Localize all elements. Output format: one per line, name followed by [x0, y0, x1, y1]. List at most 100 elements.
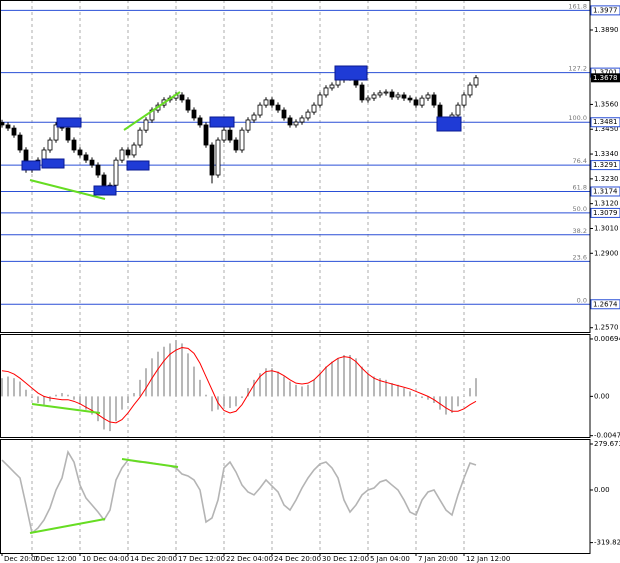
candle-body — [317, 94, 323, 106]
macd-bar — [31, 396, 33, 399]
marker-box — [93, 185, 117, 196]
macd-bar — [175, 340, 177, 397]
candle-body — [275, 104, 281, 111]
macd-bar — [439, 396, 441, 410]
candle-body — [245, 119, 251, 131]
candle-body — [425, 94, 431, 99]
candle-body — [137, 129, 143, 146]
candle-body — [53, 124, 59, 141]
candle-body — [77, 149, 83, 156]
macd-bar — [319, 373, 321, 397]
macd-bar — [223, 396, 225, 407]
macd-bar — [349, 355, 351, 397]
y-tick-label: 1.3120 — [594, 200, 619, 208]
level-price-box — [590, 186, 620, 197]
annotations — [21, 65, 462, 534]
macd-bar — [145, 368, 147, 397]
macd-bar — [427, 396, 429, 400]
macd-bar — [97, 396, 99, 422]
macd-bar — [415, 394, 417, 397]
x-tick-label: 22 Dec 04:00 — [226, 555, 273, 563]
level-price-label: 1.3079 — [593, 209, 618, 217]
level-price-label: 1.3291 — [593, 161, 618, 169]
macd-bar — [313, 379, 315, 397]
candle-body — [335, 79, 341, 86]
candle-body — [467, 84, 473, 96]
y-tick-label: 0.00 — [594, 392, 610, 400]
fib-level-name: 76.4 — [573, 157, 587, 165]
candle-body — [11, 127, 17, 136]
macd-bar — [181, 343, 183, 397]
y-tick-label: 1.3560 — [594, 100, 619, 108]
fib-level-name: 61.8 — [573, 183, 587, 191]
macd-bar — [121, 396, 123, 410]
x-tick-label: 17 Dec 12:00 — [178, 555, 225, 563]
macd-bar — [331, 361, 333, 397]
divergence-line — [29, 179, 106, 200]
candle-body — [293, 121, 299, 126]
macd-bar — [37, 396, 39, 403]
x-tick-label: Dec 20:00 — [4, 555, 40, 563]
y-tick-label: 1.3010 — [594, 224, 619, 232]
x-tick-label: 24 Dec 20:00 — [274, 555, 321, 563]
marker-box — [209, 116, 235, 128]
candle-body — [269, 99, 275, 106]
macd-bar — [49, 396, 51, 402]
macd-bar — [259, 373, 261, 397]
marker-box — [56, 117, 82, 128]
macd-bar — [391, 383, 393, 397]
y-tick-label: 1.2900 — [594, 249, 619, 257]
macd-bar — [235, 396, 237, 407]
marker-box — [126, 160, 150, 171]
candle-body — [461, 94, 467, 106]
candle-body — [209, 144, 215, 176]
macd-bar — [373, 376, 375, 397]
x-tick-label: 10 Dec 04:00 — [82, 555, 129, 563]
level-price-label: 1.3174 — [593, 187, 618, 195]
macd-bar — [283, 376, 285, 397]
candle-body — [83, 154, 89, 161]
macd-bar — [367, 373, 369, 397]
macd-bar — [79, 396, 81, 405]
y-tick-label: 0.00 — [594, 486, 610, 494]
divergence-line — [123, 91, 181, 131]
signal-line — [1, 347, 477, 424]
macd-bar — [139, 379, 141, 397]
fib-level-name: 23.6 — [573, 253, 587, 261]
level-price-box — [590, 160, 620, 171]
macd-bar — [247, 388, 249, 397]
panel-frame — [0, 0, 591, 333]
macd-bar — [469, 388, 471, 397]
macd-bar — [13, 378, 15, 397]
macd-bar — [73, 396, 75, 400]
candle-body — [233, 139, 239, 151]
candle-body — [17, 134, 23, 151]
candle-body — [47, 139, 53, 151]
macd-bar — [193, 366, 195, 397]
candle-body — [395, 94, 401, 98]
candle-body — [185, 99, 191, 111]
macd-bar — [463, 396, 465, 397]
macd-bar — [301, 386, 303, 397]
macd-bar — [67, 394, 69, 397]
candle-body — [221, 129, 227, 141]
candle-body — [239, 129, 245, 151]
level-price-box — [590, 117, 620, 128]
macd-bar — [7, 376, 9, 397]
macd-bar — [385, 379, 387, 397]
fib-level-name: 161.8 — [568, 2, 587, 10]
macd-bar — [19, 381, 21, 397]
y-tick-label: 0.00694 — [594, 335, 620, 343]
fib-level-name: 0.0 — [577, 296, 587, 304]
candle-body — [431, 94, 437, 106]
macd-bar — [55, 394, 57, 397]
indicator-line — [1, 449, 477, 535]
candle-body — [95, 164, 101, 176]
macd-bar — [133, 393, 135, 397]
panel-frame — [0, 334, 591, 438]
y-tick-label: 1.3450 — [594, 125, 619, 133]
panel-frame — [0, 439, 591, 554]
macd-bar — [337, 358, 339, 397]
macd-bar — [403, 388, 405, 397]
macd-bar — [277, 371, 279, 397]
